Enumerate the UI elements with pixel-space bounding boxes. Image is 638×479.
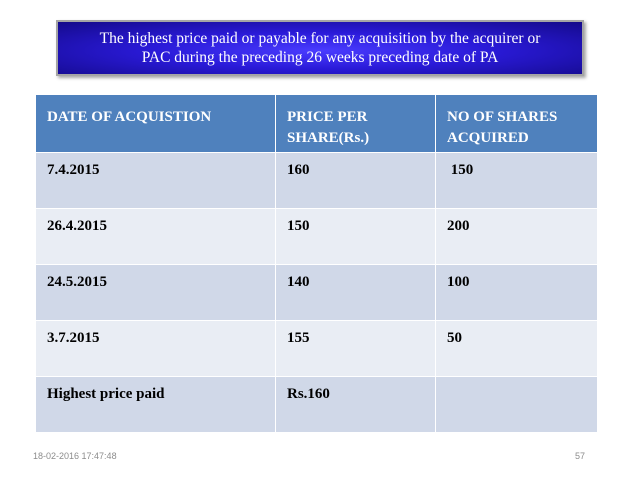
slide-title: The highest price paid or payable for an… (56, 20, 584, 76)
table-header-row: DATE OF ACQUISTION PRICE PER SHARE(Rs.) … (35, 94, 598, 153)
acquisition-table: DATE OF ACQUISTION PRICE PER SHARE(Rs.) … (35, 94, 598, 433)
cell-shares: 200 (435, 208, 598, 265)
cell-date: 3.7.2015 (35, 320, 276, 377)
cell-price: 160 (275, 152, 436, 209)
cell-empty (435, 376, 598, 433)
title-line-2: PAC during the preceding 26 weeks preced… (141, 49, 499, 66)
cell-shares: 150 (435, 152, 598, 209)
header-shares: NO OF SHARES ACQUIRED (435, 94, 598, 153)
cell-shares: 100 (435, 264, 598, 321)
header-price: PRICE PER SHARE(Rs.) (275, 94, 436, 153)
footer-date: 18-02-2016 17:47:48 (33, 451, 117, 461)
cell-date: 24.5.2015 (35, 264, 276, 321)
table-row: 26.4.2015 150 200 (35, 208, 598, 265)
table-row: 24.5.2015 140 100 (35, 264, 598, 321)
cell-price: 155 (275, 320, 436, 377)
page-number: 57 (575, 451, 586, 461)
table-row: 7.4.2015 160 150 (35, 152, 598, 209)
cell-shares: 50 (435, 320, 598, 377)
cell-label: Highest price paid (35, 376, 276, 433)
header-date: DATE OF ACQUISTION (35, 94, 276, 153)
table-row: 3.7.2015 155 50 (35, 320, 598, 377)
cell-price: 150 (275, 208, 436, 265)
cell-date: 26.4.2015 (35, 208, 276, 265)
table-row-total: Highest price paid Rs.160 (35, 376, 598, 433)
cell-price: 140 (275, 264, 436, 321)
cell-highest-price: Rs.160 (275, 376, 436, 433)
cell-date: 7.4.2015 (35, 152, 276, 209)
title-line-1: The highest price paid or payable for an… (99, 30, 541, 47)
